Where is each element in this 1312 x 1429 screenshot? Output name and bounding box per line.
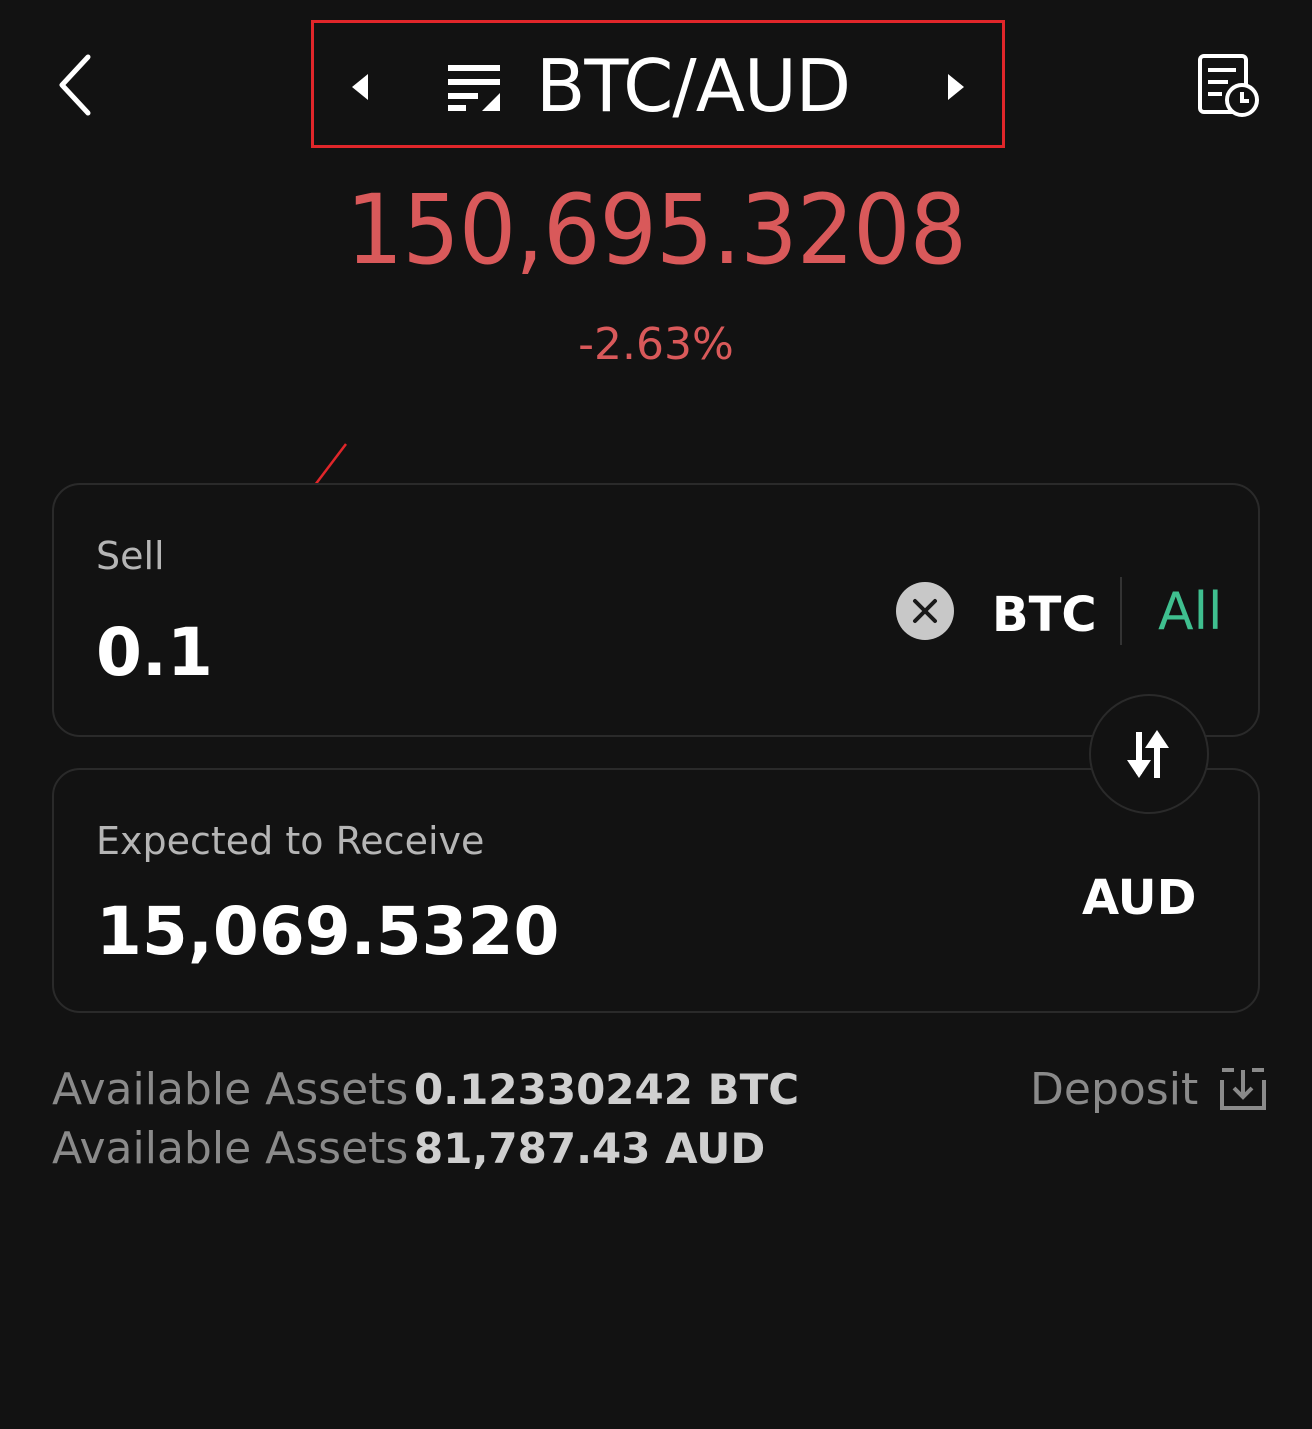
- sell-currency[interactable]: BTC: [992, 587, 1097, 643]
- sell-card: Sell 0.1 BTC All: [52, 483, 1260, 737]
- deposit-icon: [1220, 1068, 1267, 1110]
- all-button[interactable]: All: [1158, 582, 1223, 642]
- top-bar: BTC/AUD: [0, 0, 1312, 170]
- menu-list-icon[interactable]: [444, 61, 504, 113]
- divider: [1120, 577, 1122, 645]
- receive-amount: 15,069.5320: [96, 893, 560, 970]
- receive-label: Expected to Receive: [96, 819, 485, 863]
- pair-title: BTC/AUD: [536, 44, 851, 128]
- caret-left-icon: [352, 74, 368, 100]
- assets-label: Available Assets: [52, 1122, 409, 1174]
- deposit-label: Deposit: [1030, 1063, 1199, 1115]
- back-button[interactable]: [40, 45, 110, 125]
- swap-icon: [1127, 730, 1169, 778]
- deposit-button[interactable]: Deposit: [1030, 1060, 1270, 1118]
- current-price: 150,695.3208: [345, 174, 967, 286]
- previous-pair-button[interactable]: [336, 63, 384, 111]
- order-history-button[interactable]: [1188, 48, 1268, 124]
- swap-button[interactable]: [1089, 694, 1209, 814]
- available-assets-btc: Available Assets 0.12330242 BTC: [52, 1060, 799, 1118]
- assets-value: 0.12330242 BTC: [414, 1064, 800, 1114]
- next-pair-button[interactable]: [932, 63, 980, 111]
- sell-amount-input[interactable]: 0.1: [96, 614, 213, 691]
- sell-label: Sell: [96, 534, 165, 578]
- price-change-percent: -2.63%: [578, 319, 734, 370]
- available-assets-aud: Available Assets 81,787.43 AUD: [52, 1119, 765, 1177]
- receive-currency[interactable]: AUD: [1082, 870, 1197, 926]
- back-arrow-icon: [59, 54, 91, 116]
- clear-icon: [913, 599, 937, 623]
- caret-right-icon: [948, 74, 964, 100]
- clear-amount-button[interactable]: [896, 582, 954, 640]
- assets-label: Available Assets: [52, 1063, 409, 1115]
- order-history-icon: [1198, 54, 1259, 117]
- assets-value: 81,787.43 AUD: [414, 1123, 766, 1173]
- pair-selector[interactable]: BTC/AUD: [311, 20, 1005, 148]
- receive-card: Expected to Receive 15,069.5320 AUD: [52, 768, 1260, 1013]
